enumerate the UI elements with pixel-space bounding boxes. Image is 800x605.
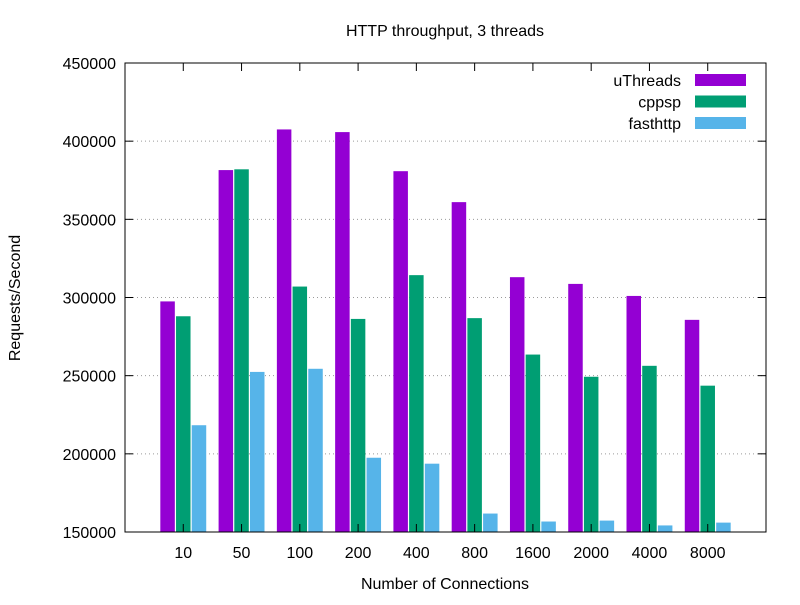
legend: uThreads cppsp fasthttp	[613, 73, 746, 133]
bar-uThreads-8000	[684, 319, 700, 532]
x-tick-label: 200	[345, 545, 372, 562]
bar-uThreads-10	[160, 301, 175, 532]
x-tick-label: 10	[174, 545, 192, 562]
bar-uThreads-50	[218, 170, 234, 533]
y-axis-label: Requests/Second	[7, 235, 24, 361]
bar-fasthttp-200	[366, 457, 382, 532]
bar-cppsp-1600	[525, 354, 541, 532]
legend-swatch	[695, 117, 746, 129]
tick-labels: 150000 200000 250000 300000 350000 400000 4500…	[63, 56, 726, 562]
legend-label: cppsp	[638, 95, 681, 112]
x-tick-label: 100	[286, 545, 313, 562]
bar-uThreads-1600	[509, 277, 525, 532]
bar-uThreads-2000	[568, 283, 583, 532]
bar-uThreads-200	[335, 132, 350, 532]
bar-fasthttp-10	[191, 425, 207, 532]
axes	[124, 62, 767, 533]
bar-cppsp-50	[234, 169, 249, 532]
legend-label: fasthttp	[629, 116, 682, 133]
bar-cppsp-4000	[642, 365, 657, 532]
bar-fasthttp-800	[483, 513, 498, 532]
bar-fasthttp-2000	[599, 520, 615, 532]
bar-cppsp-100	[292, 286, 308, 532]
plot-border	[124, 62, 767, 533]
x-tick-label: 800	[461, 545, 488, 562]
x-tick-label: 400	[403, 545, 430, 562]
y-tick-label: 350000	[63, 212, 116, 229]
bar-cppsp-8000	[700, 385, 715, 532]
bar-fasthttp-1600	[541, 521, 556, 532]
bars	[160, 129, 731, 533]
y-tick-label: 300000	[63, 291, 116, 308]
grid-lines	[125, 140, 766, 455]
bar-cppsp-800	[467, 318, 482, 532]
bar-fasthttp-8000	[716, 522, 731, 532]
y-tick-label: 450000	[63, 56, 116, 73]
bar-fasthttp-50	[249, 371, 265, 532]
legend-label: uThreads	[613, 73, 681, 90]
legend-swatch	[695, 95, 746, 108]
chart-title: HTTP throughput, 3 threads	[346, 23, 544, 40]
x-tick-label: 4000	[632, 545, 668, 562]
bar-uThreads-400	[393, 171, 408, 532]
bar-uThreads-4000	[626, 295, 642, 532]
x-tick-label: 50	[233, 545, 251, 562]
y-tick-label: 200000	[63, 447, 116, 464]
bar-uThreads-800	[451, 202, 467, 533]
bar-cppsp-400	[409, 275, 424, 532]
y-tick-label: 400000	[63, 134, 116, 151]
bar-uThreads-100	[276, 129, 292, 533]
x-axis-label: Number of Connections	[361, 576, 529, 593]
bar-fasthttp-400	[424, 463, 440, 532]
bar-fasthttp-100	[308, 368, 323, 532]
bar-cppsp-200	[350, 318, 366, 532]
x-tick-label: 1600	[515, 545, 551, 562]
x-tick-label: 8000	[690, 545, 726, 562]
bar-cppsp-2000	[583, 376, 599, 532]
x-tick-label: 2000	[573, 545, 609, 562]
y-tick-label: 150000	[63, 525, 116, 542]
bar-fasthttp-4000	[657, 525, 673, 532]
legend-swatch	[695, 74, 746, 86]
bar-cppsp-10	[176, 316, 191, 532]
y-tick-label: 250000	[63, 369, 116, 386]
